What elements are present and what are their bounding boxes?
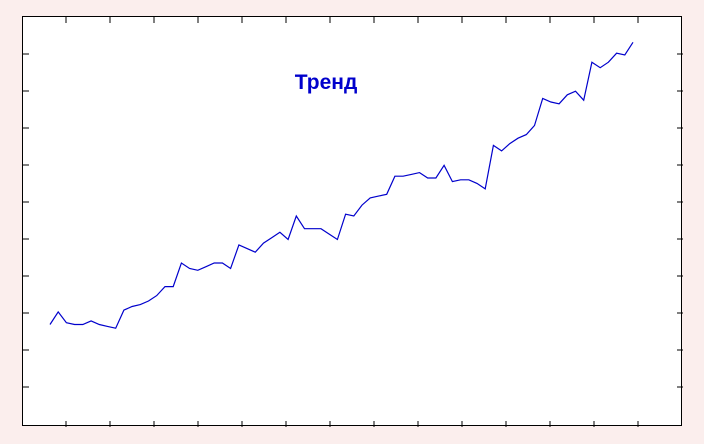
- right-axis-ticks: [677, 53, 683, 388]
- chart-title: Тренд: [295, 71, 358, 94]
- chart-frame: Тренд: [22, 16, 683, 427]
- top-axis-ticks: [65, 17, 639, 23]
- trend-line-series: [49, 41, 634, 329]
- line-chart: Тренд: [23, 17, 683, 427]
- left-axis-ticks: [23, 53, 29, 388]
- bottom-axis-ticks: [65, 421, 639, 427]
